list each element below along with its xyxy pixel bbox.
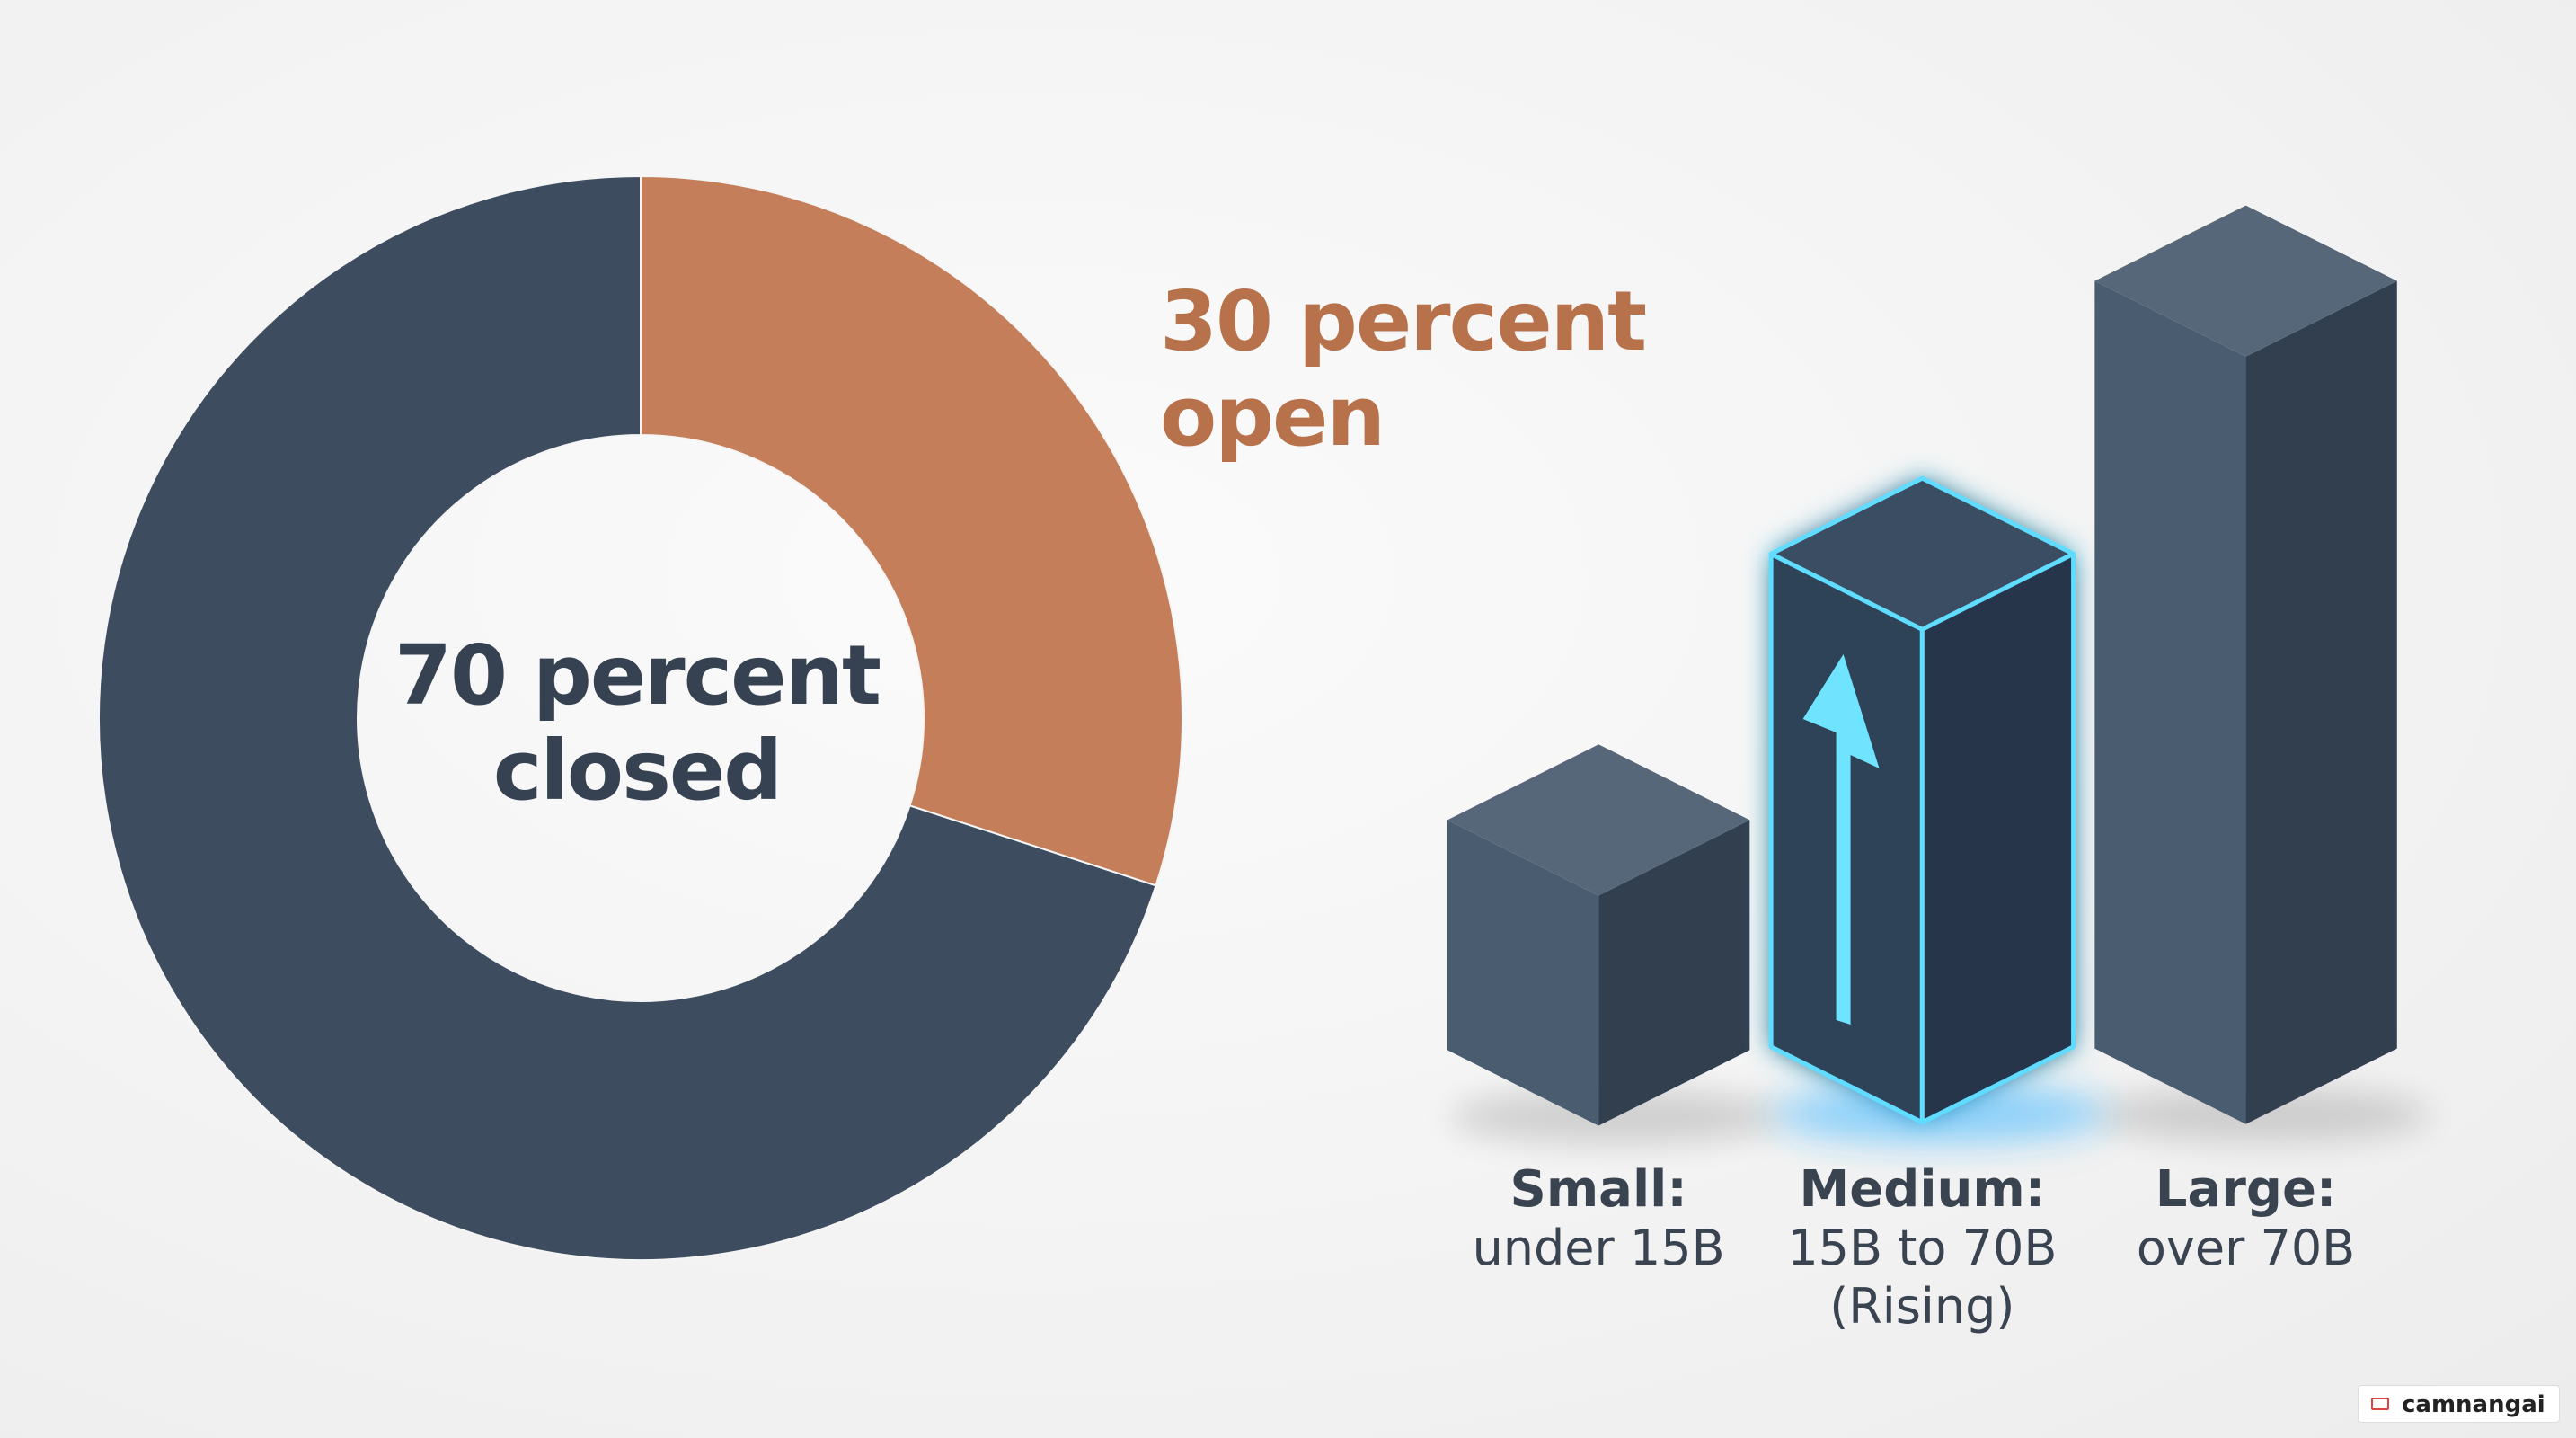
arrow-icon — [1802, 654, 1880, 1025]
tier-label: Medium: 15B to 70B (Rising) — [1760, 1159, 2084, 1336]
tier-name: Medium: — [1799, 1160, 2046, 1219]
tier-label: Large: over 70B — [2085, 1159, 2408, 1278]
bar-3d — [1768, 475, 2107, 1141]
tier-range: 15B to 70B (Rising) — [1787, 1220, 2058, 1335]
bar-face — [1768, 475, 2076, 632]
tier-range: over 70B — [2136, 1220, 2356, 1277]
bar-face — [1598, 820, 1750, 1126]
bar-face — [2094, 280, 2246, 1124]
slice — [640, 174, 1183, 887]
tier-name: Small: — [1509, 1160, 1687, 1219]
slice-label: 70 percent closed — [394, 627, 881, 819]
slice-label: 30 percent open — [1160, 273, 1647, 465]
bar-face — [1919, 551, 2076, 1125]
bar-face — [1447, 744, 1750, 896]
tier-range: under 15B — [1472, 1220, 1725, 1277]
bar-face — [1447, 820, 1599, 1126]
tier-name: Large: — [2155, 1160, 2337, 1219]
bar-3d — [2094, 205, 2430, 1142]
tier-label: Small: under 15B — [1437, 1159, 1760, 1278]
bar-face — [2094, 205, 2397, 357]
bar-face — [2245, 280, 2397, 1124]
watermark: camnangai — [2358, 1385, 2560, 1423]
slice — [98, 174, 1157, 1261]
bar-3d — [1447, 744, 1784, 1144]
